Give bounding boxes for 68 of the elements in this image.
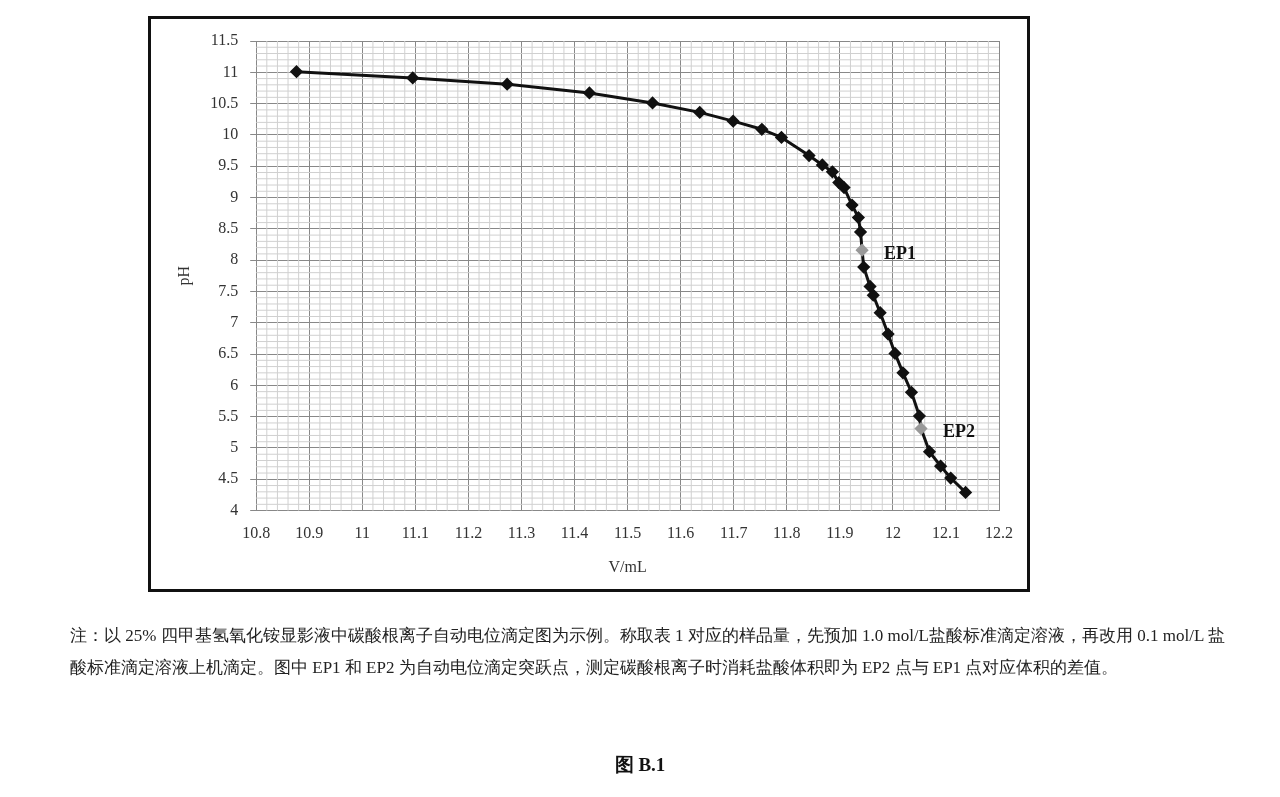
y-axis-title: pH [174,265,193,286]
point [905,386,918,399]
y-tick-label: 6.5 [218,344,239,362]
y-tick-label: 7 [230,312,239,330]
point [854,225,867,238]
x-tick-label: 11.6 [666,524,695,542]
y-tick-label: 11.5 [210,31,239,49]
point [867,289,880,302]
point [889,347,902,360]
annotation: EP1 [884,242,917,263]
y-tick-label: 9.5 [218,156,239,174]
point [846,199,859,212]
point [646,96,659,109]
point [727,115,740,128]
y-tick-label: 4.5 [218,469,239,487]
point [775,131,788,144]
point [864,280,877,293]
y-tick-label: 7.5 [218,281,239,299]
x-tick-label: 10.8 [242,524,271,542]
x-tick-label: 11 [354,524,371,542]
point [882,328,895,341]
text: 注：以 25% 四甲基氢氧化铵显影液中碳酸根离子自动电位滴定图为示例。称取表 1 对应的样品量，先预加 1.0 mol/L盐酸标准滴定溶液，再改用 0.1 mol/L 盐酸标准滴定溶液上机滴定。图中 EP1 和 EP2 为自动电位滴定突跃点，测定碳酸根离子时消耗盐酸体积即为 EP2 点与 EP1 点对应体积的差值。 [70,625,1226,679]
point [852,211,865,224]
x-tick-label: 11.3 [507,524,536,542]
y-tick-label: 8 [230,250,239,268]
point [934,460,947,473]
x-tick-label: 11.8 [773,524,801,542]
point [856,244,869,257]
x-tick-label: 12.2 [985,524,1013,542]
point [896,366,909,379]
y-tick-label: 9 [230,187,239,205]
point [838,181,851,194]
x-tick-label: 11.5 [613,524,642,542]
y-tick-label: 10.5 [210,93,239,111]
x-axis-title: V/mL [608,557,647,575]
point [803,149,816,162]
point [755,123,768,136]
y-tick-label: 4 [230,500,239,518]
point [816,158,829,171]
y-tick-label: 5.5 [218,406,239,424]
point [693,106,706,119]
point [959,486,972,499]
point [290,65,303,78]
text: 图 B.1 [613,753,667,777]
point [406,71,419,84]
x-tick-label: 11.9 [826,524,854,542]
x-tick-label: 11.1 [401,524,430,542]
y-tick-label: 10 [222,125,239,143]
y-tick-label: 8.5 [218,219,239,237]
y-tick-label: 11 [222,62,239,80]
point [913,410,926,423]
point [874,306,887,319]
x-tick-label: 12 [884,524,901,542]
point [944,472,957,485]
point [501,78,514,91]
point [826,165,839,178]
x-tick-label: 11.7 [720,524,748,542]
x-tick-label: 11.2 [454,524,483,542]
annotation: EP2 [943,421,976,442]
x-tick-label: 11.4 [560,524,589,542]
point [915,422,928,435]
x-tick-label: 12.1 [931,524,960,542]
point [923,445,936,458]
x-tick-label: 10.9 [295,524,324,542]
y-tick-label: 6 [230,375,239,393]
y-tick-label: 5 [230,438,239,456]
point [857,261,870,274]
point [583,86,596,99]
